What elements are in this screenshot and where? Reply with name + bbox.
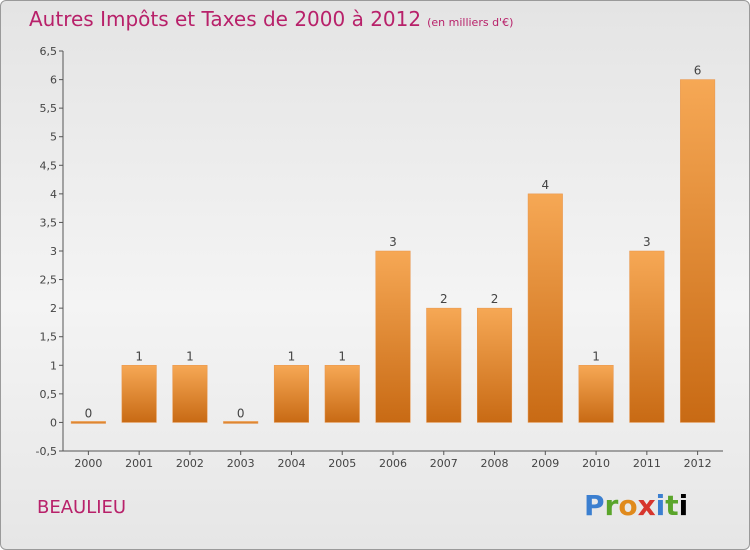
bar-2011	[629, 250, 665, 423]
data-label: 1	[338, 349, 346, 363]
bar-2008	[477, 307, 513, 423]
bars-group	[70, 79, 716, 424]
y-tick-label: 2	[50, 302, 57, 315]
data-label: 1	[186, 349, 194, 363]
bar-2007	[426, 307, 462, 423]
x-tick-label: 2006	[379, 457, 407, 470]
logo-letter: x	[637, 489, 656, 522]
x-tick-label: 2009	[531, 457, 559, 470]
x-tick-label: 2007	[430, 457, 458, 470]
bar-2001	[121, 365, 157, 423]
y-tick-label: 3	[50, 245, 57, 258]
y-tick-label: 2,5	[40, 274, 58, 287]
chart-title-text: Autres Impôts et Taxes de 2000 à 2012	[29, 7, 422, 31]
data-label: 4	[541, 178, 549, 192]
bar-2002	[172, 365, 208, 423]
bar-2000	[70, 421, 106, 424]
commune-name: BEAULIEU	[37, 497, 127, 518]
data-label: 0	[85, 406, 93, 420]
logo-letter: o	[618, 489, 638, 522]
data-label: 1	[135, 349, 143, 363]
data-label: 1	[592, 349, 600, 363]
y-tick-label: 4,5	[40, 159, 58, 172]
data-label: 6	[694, 64, 702, 78]
x-tick-label: 2005	[328, 457, 356, 470]
data-label: 0	[237, 406, 245, 420]
logo-letter: i	[655, 489, 666, 522]
logo-letter: r	[604, 489, 619, 522]
bar-2010	[578, 365, 614, 423]
data-labels-group: 0 1 1 0 1 1 3 2 2 4 1 3 6	[85, 64, 702, 421]
x-tick-label: 2008	[481, 457, 509, 470]
x-tick-label: 2003	[227, 457, 255, 470]
proxiti-logo: Proxiti	[584, 489, 688, 522]
bar-2009	[527, 193, 563, 423]
y-tick-label: -0,5	[36, 445, 57, 458]
y-tick-label: 3,5	[40, 216, 58, 229]
x-tick-label: 2002	[176, 457, 204, 470]
logo-letter: i	[678, 489, 689, 522]
chart-title: Autres Impôts et Taxes de 2000 à 2012 (en…	[29, 7, 513, 31]
bar-2003	[223, 421, 259, 424]
data-label: 3	[389, 235, 397, 249]
data-label: 3	[643, 235, 651, 249]
logo-letter: P	[584, 489, 605, 522]
bar-2006	[375, 250, 411, 423]
logo-letter: t	[665, 489, 679, 522]
data-label: 2	[440, 292, 448, 306]
y-tick-label: 5	[50, 131, 57, 144]
y-tick-label: 6,5	[40, 45, 58, 58]
x-tick-label: 2011	[633, 457, 661, 470]
x-tick-label: 2012	[684, 457, 712, 470]
y-tick-label: 1	[50, 359, 57, 372]
data-label: 1	[288, 349, 296, 363]
data-label: 2	[491, 292, 499, 306]
bar-2004	[273, 365, 309, 423]
y-tick-label: 1,5	[40, 331, 58, 344]
y-tick-label: 4	[50, 188, 57, 201]
y-tick-label: 0,5	[40, 388, 58, 401]
x-tick-label: 2000	[74, 457, 102, 470]
x-tick-label: 2004	[277, 457, 305, 470]
y-tick-label: 5,5	[40, 102, 58, 115]
bar-2005	[324, 365, 360, 423]
y-tick-label: 6	[50, 74, 57, 87]
y-tick-label: 0	[50, 416, 57, 429]
bar-2012	[680, 79, 716, 423]
chart-unit: (en milliers d'€)	[427, 16, 514, 29]
x-tick-label: 2010	[582, 457, 610, 470]
x-tick-label: 2001	[125, 457, 153, 470]
